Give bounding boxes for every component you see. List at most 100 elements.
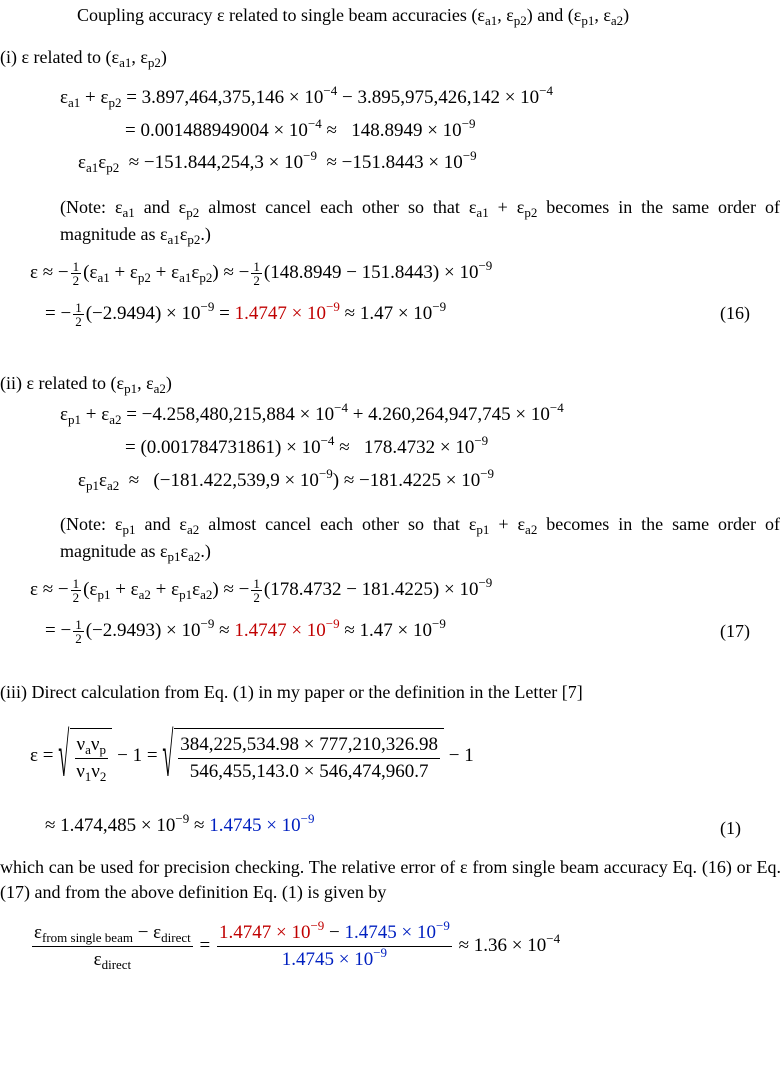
text: 1.4747 × 10 <box>218 922 311 943</box>
text: 1 <box>253 576 260 591</box>
text: 2 <box>253 590 260 605</box>
note: (Note: εp1 and εa2 almost cancel each ot… <box>60 511 780 565</box>
superscript: −9 <box>310 918 325 933</box>
equation-line: = −1 2 (−2.9494) × 10−9 = 1.4747 × 10−9 ≈ … <box>45 298 447 328</box>
equation-line: = (0.001784731861) × 10−4 ≈ 178.4732 × 1… <box>125 434 488 459</box>
text: ≈ 148.8949 × 10 <box>321 120 462 141</box>
text: ε <box>180 541 189 561</box>
superscript: −9 <box>373 945 388 960</box>
seg: (−2.9493) × 10−9 ≈ <box>85 617 235 641</box>
text: 1 <box>75 300 82 315</box>
text: = 3.897,464,375,146 × 10 <box>121 87 324 108</box>
subscript: a1 <box>179 269 192 285</box>
text: (ii) ε related to (ε <box>0 373 125 393</box>
text: ε <box>60 87 68 108</box>
seg: ε = <box>30 745 58 766</box>
subscript: a1 <box>119 55 132 70</box>
equation-line: εp1εa2 ≈ (−181.422,539,9 × 10−9) ≈ −181.… <box>78 467 494 492</box>
text: + ε <box>489 514 526 534</box>
equation-line: = −1 2 (−2.9493) × 10−9 ≈ 1.4747 × 10−9 ≈ … <box>45 617 446 645</box>
superscript: −9 <box>432 615 446 631</box>
seg: − 1 = <box>112 745 162 766</box>
subscript: a1 <box>122 205 135 220</box>
seg: = − <box>45 620 71 641</box>
text: 1 <box>75 617 82 632</box>
text: − 3.895,975,426,142 × 10 <box>337 87 540 108</box>
text: (−2.9494) × 10 <box>85 302 201 324</box>
superscript: −9 <box>303 148 317 163</box>
seg: (148.8949 − 151.8443) × 10−9 <box>263 259 492 283</box>
superscript: −9 <box>432 298 447 314</box>
superscript: −4 <box>539 83 554 98</box>
text: 2 <box>75 631 82 646</box>
text: ≈ <box>214 619 235 641</box>
highlight: 1.4747 × 10−9 <box>234 617 339 641</box>
subscript: a2 <box>200 586 213 602</box>
subscript: a2 <box>610 13 624 28</box>
equation-line: εp1 + εa2 = −4.258,480,215,884 × 10−4 + … <box>60 401 564 426</box>
subscript: a2 <box>525 522 538 537</box>
numerator: 384,225,534.98 × 777,210,326.98 <box>178 732 441 759</box>
denominator: ν1ν2 <box>74 759 108 785</box>
numerator: νaνp <box>74 732 109 759</box>
highlight: 1.4747 × 10−9 <box>218 919 324 943</box>
text: = − <box>45 302 72 324</box>
text: .) <box>200 224 211 244</box>
subscript: p2 <box>106 160 120 175</box>
subscript: p2 <box>187 232 201 247</box>
text: almost cancel each other so that ε <box>199 197 477 217</box>
text: (−2.9493) × 10 <box>85 619 201 641</box>
text: = 0.001488949004 × 10 <box>125 120 308 141</box>
text: (148.8949 − 151.8443) × 10 <box>263 261 479 283</box>
text: (i) ε related to (ε <box>0 47 120 67</box>
text: ν <box>90 734 100 755</box>
denominator: εdirect <box>92 947 134 973</box>
seg: ≈ 1.474,485 × 10−9 ≈ <box>45 812 209 836</box>
text: ) ≈ −181.4225 × 10 <box>332 470 481 491</box>
text: 2 <box>72 273 80 288</box>
numerator: 1.4747 × 10−9 − 1.4745 × 10−9 <box>216 918 452 947</box>
fraction: εfrom single beam − εdirect εdirect <box>32 920 193 973</box>
subscript: direct <box>101 957 132 972</box>
text: ) <box>165 373 172 393</box>
text: ) <box>160 47 167 67</box>
text: (ε <box>83 261 98 283</box>
superscript: −4 <box>320 433 335 448</box>
text: ≈ 178.4732 × 10 <box>334 437 475 458</box>
subscript: p1 <box>124 381 138 396</box>
fraction: νaνp ν1ν2 <box>74 732 109 785</box>
text: ≈ (−181.422,539,9 × 10 <box>119 470 319 491</box>
seg: ≈ 1.47 × 10−9 <box>340 617 446 641</box>
text: and ε <box>135 514 187 534</box>
text: ) ≈ − <box>212 578 250 600</box>
section-head: (iii) Direct calculation from Eq. (1) in… <box>0 682 583 702</box>
text: , ε <box>594 5 611 25</box>
subscript: p1 <box>97 586 111 602</box>
text: − 1 = <box>112 744 163 766</box>
text: 546,455,143.0 × 546,474,960.7 <box>189 761 429 782</box>
text: 2 <box>75 314 82 329</box>
numerator: 1 <box>73 301 84 315</box>
superscript: −9 <box>435 918 450 933</box>
text: 1 <box>72 259 80 274</box>
subscript: p1 <box>476 522 490 537</box>
superscript: −4 <box>307 116 322 131</box>
text: ν <box>91 761 100 782</box>
text: + ε <box>150 578 180 600</box>
fraction: 1.4747 × 10−9 − 1.4745 × 10−9 1.4745 × 10… <box>216 918 452 973</box>
radical-sign: √ <box>162 722 174 791</box>
text: ε <box>93 949 102 970</box>
superscript: −9 <box>478 257 493 273</box>
seg: (178.4732 − 181.4225) × 10−9 <box>264 576 492 600</box>
subscript: p2 <box>524 205 538 220</box>
text: ) ≈ − <box>212 261 250 283</box>
subscript: a2 <box>186 522 200 537</box>
text: becomes in the same order of magnitude a… <box>60 197 780 244</box>
seg: (εp1 + εa2 + εp1εa2) ≈ − <box>83 578 250 602</box>
text: ν <box>76 734 86 755</box>
text: , ε <box>137 373 154 393</box>
sqrt: √ 384,225,534.98 × 777,210,326.98 546,455,… <box>162 722 445 791</box>
